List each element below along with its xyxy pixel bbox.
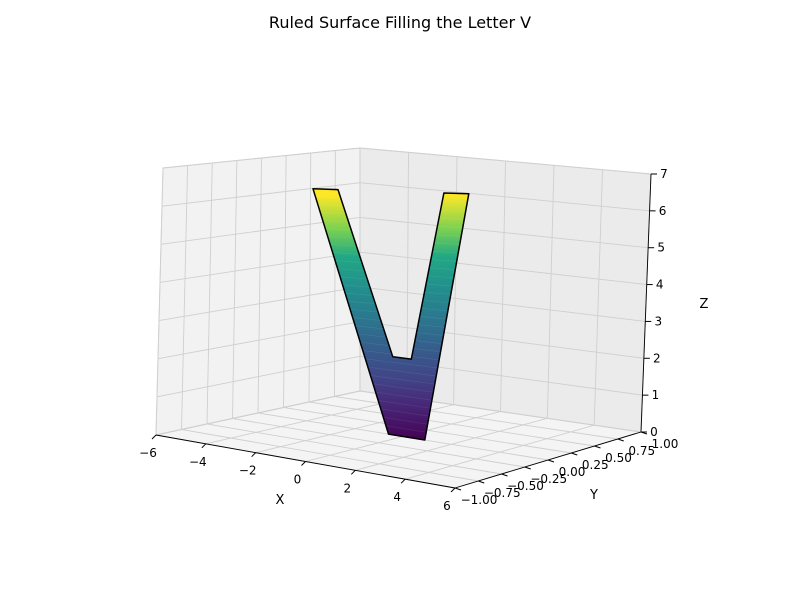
x-tick (400, 478, 406, 484)
mesh-line (366, 366, 439, 377)
z-gridline (160, 216, 649, 249)
z-tick-label: 1 (652, 388, 660, 402)
y-tick-label: 0.75 (628, 444, 655, 458)
x-tick (201, 443, 207, 449)
y-tick-label: −0.75 (484, 486, 521, 500)
mesh-line (333, 260, 458, 271)
mesh-line (369, 374, 437, 385)
mesh-line (319, 212, 466, 220)
mesh-line (348, 308, 450, 320)
y-tick (571, 452, 578, 456)
z-tick-label: 0 (650, 425, 658, 439)
x-tick (301, 461, 306, 466)
mesh-line (382, 416, 429, 425)
y-axis-label: Y (589, 488, 598, 503)
mesh-line (324, 228, 463, 237)
mesh-line (355, 333, 445, 345)
z-gridline (159, 251, 647, 286)
mesh-line (343, 292, 453, 304)
z-gridline (161, 182, 650, 212)
y-tick (524, 466, 531, 470)
mesh-line (317, 204, 467, 212)
x-tick-label: −4 (189, 455, 207, 469)
x-tick-label: −6 (139, 446, 157, 460)
mesh-line (321, 220, 465, 229)
v-surface-fill (313, 188, 469, 440)
y-tick (501, 473, 508, 477)
z-gridline (155, 390, 642, 436)
z-gridline (156, 355, 643, 398)
mesh-line (385, 425, 427, 433)
mesh-line (326, 236, 462, 245)
mesh-line (345, 300, 451, 312)
z-tick-label: 6 (659, 204, 667, 218)
mesh-line (374, 391, 434, 401)
z-axis-label: Z (700, 297, 709, 312)
x-tick-label: 0 (294, 473, 302, 487)
y-tick (478, 480, 485, 484)
mesh-line (377, 400, 432, 409)
x-tick (350, 469, 356, 475)
y-tick (594, 445, 601, 449)
x-tick-label: −2 (239, 464, 257, 478)
y-tick (454, 487, 462, 491)
x-axis-line (155, 434, 456, 489)
z-tick-label: 5 (657, 241, 665, 255)
mesh-line (350, 317, 448, 328)
mesh-line (361, 349, 442, 361)
mesh-line (353, 325, 447, 337)
mesh-line (338, 276, 456, 287)
mesh-line (328, 244, 461, 254)
v-surface (312, 188, 470, 441)
y-tick-label: −0.25 (530, 472, 567, 486)
y-tick (547, 459, 555, 463)
mesh-line (358, 341, 444, 353)
y-tick-label: 0.25 (582, 458, 609, 472)
z-tick-label: 3 (654, 314, 662, 328)
chart-title: Ruled Surface Filling the Letter V (269, 13, 531, 32)
y-tick (617, 438, 624, 442)
z-gridline (162, 147, 652, 175)
x-axis-label: X (276, 493, 285, 508)
z-axis-line (640, 173, 652, 433)
x-tick (450, 487, 456, 493)
z-tick-label: 7 (660, 167, 668, 181)
y-axis-line (454, 431, 642, 489)
x-tick (151, 434, 157, 440)
mesh-line (380, 408, 431, 417)
z-tick-label: 2 (653, 351, 661, 365)
y-tick-label: 0.50 (605, 451, 632, 465)
mesh-line (335, 268, 457, 279)
v-outline (312, 188, 470, 441)
mesh-line (340, 284, 454, 296)
y-tick-label: −0.50 (507, 479, 544, 493)
x-tick-label: 6 (443, 499, 451, 513)
mesh-line (331, 252, 460, 262)
mesh-line (371, 383, 436, 393)
z-tick-label: 4 (656, 278, 664, 292)
mesh-line (363, 358, 441, 369)
y-tick-label: −1.00 (461, 493, 498, 507)
x-tick-label: 2 (344, 481, 352, 495)
y-tick-label: 1.00 (652, 437, 679, 451)
y-tick-label: 0.00 (559, 465, 586, 479)
x-tick (251, 452, 257, 458)
x-tick-label: 4 (393, 490, 401, 504)
